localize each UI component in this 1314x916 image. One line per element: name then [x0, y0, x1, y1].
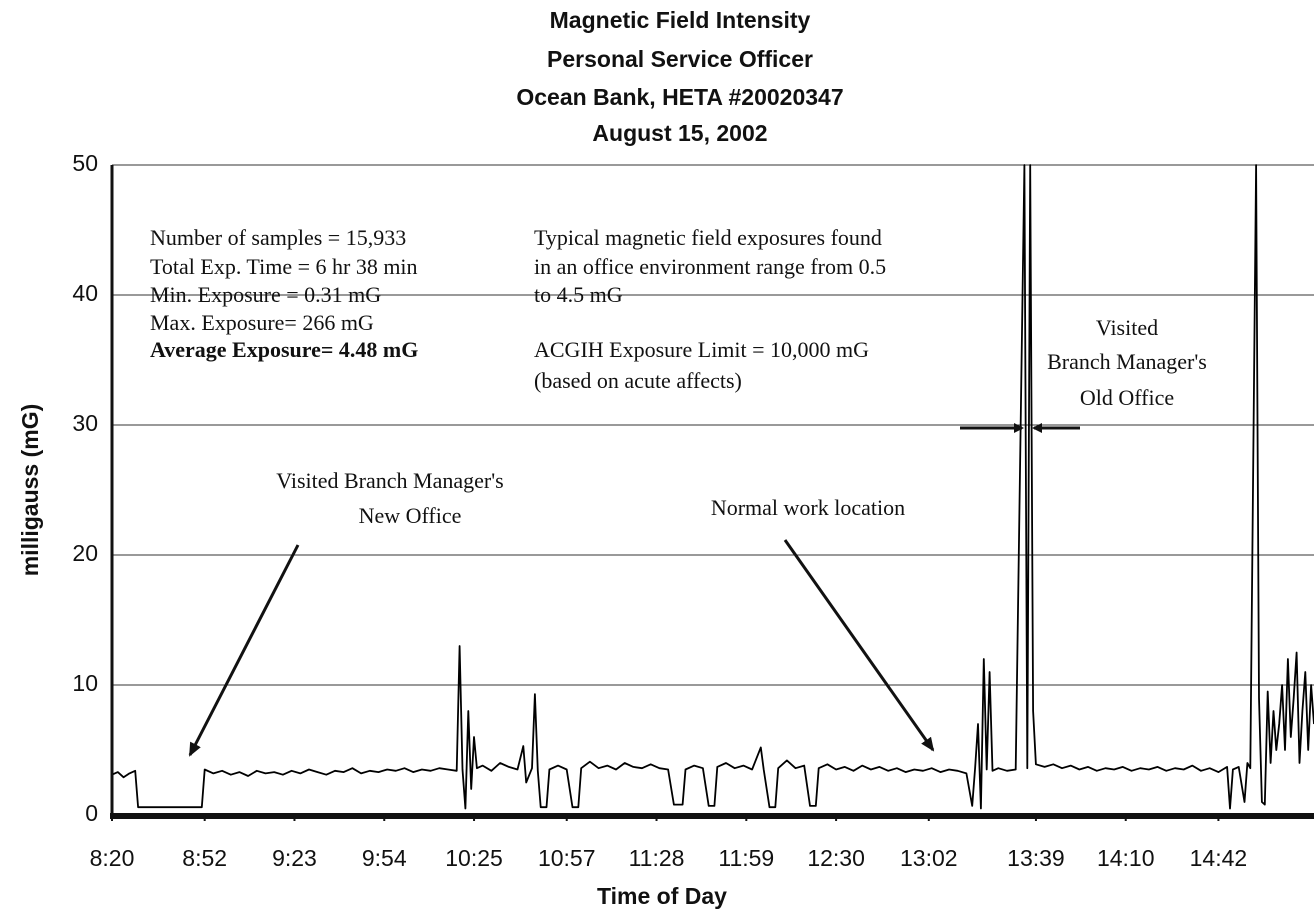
annotation: Visited Branch Manager's [276, 468, 503, 493]
x-tick-label: 8:52 [182, 845, 227, 871]
annotation: Branch Manager's [1047, 349, 1207, 374]
chart-title: Ocean Bank, HETA #20020347 [516, 84, 843, 110]
y-tick-label: 40 [72, 280, 98, 306]
chart-title: August 15, 2002 [592, 120, 767, 146]
y-tick-label: 50 [72, 150, 98, 176]
annotation: Number of samples = 15,933 [150, 225, 406, 250]
annotation: ACGIH Exposure Limit = 10,000 mG [534, 337, 869, 362]
annotation: (based on acute affects) [534, 368, 742, 393]
x-tick-label: 12:30 [807, 845, 865, 871]
y-tick-label: 10 [72, 670, 98, 696]
x-tick-label: 9:23 [272, 845, 317, 871]
arrow [783, 539, 935, 752]
annotation: Normal work location [711, 495, 905, 520]
x-tick-label: 13:39 [1007, 845, 1065, 871]
annotation: Total Exp. Time = 6 hr 38 min [150, 254, 418, 279]
annotation: to 4.5 mG [534, 282, 623, 307]
x-tick-label: 10:25 [445, 845, 503, 871]
annotation: Max. Exposure= 266 mG [150, 310, 374, 335]
x-tick-label: 11:28 [629, 845, 685, 871]
y-axis-title: milligauss (mG) [17, 404, 43, 577]
annotation: New Office [359, 503, 462, 528]
x-tick-label: 14:10 [1097, 845, 1155, 871]
chart-title: Personal Service Officer [547, 46, 813, 72]
y-tick-label: 20 [72, 540, 98, 566]
data-line [111, 164, 1314, 810]
annotation: in an office environment range from 0.5 [534, 254, 886, 279]
x-tick-label: 14:42 [1190, 845, 1248, 871]
x-tick-label: 8:20 [90, 845, 135, 871]
x-axis-title: Time of Day [597, 883, 727, 909]
annotation: Average Exposure= 4.48 mG [150, 337, 418, 362]
x-tick-label: 11:59 [718, 845, 774, 871]
x-tick-label: 10:57 [538, 845, 596, 871]
chart-title: Magnetic Field Intensity [550, 7, 811, 33]
annotation: Visited [1096, 315, 1158, 340]
y-tick-label: 30 [72, 410, 98, 436]
x-tick-label: 13:02 [900, 845, 958, 871]
annotation: Min. Exposure = 0.31 mG [150, 282, 381, 307]
arrow [188, 544, 300, 757]
y-tick-label: 0 [85, 800, 98, 826]
x-axis [110, 813, 1314, 819]
annotation: Old Office [1080, 385, 1174, 410]
x-tick-label: 9:54 [362, 845, 407, 871]
annotation: Typical magnetic field exposures found [534, 225, 882, 250]
